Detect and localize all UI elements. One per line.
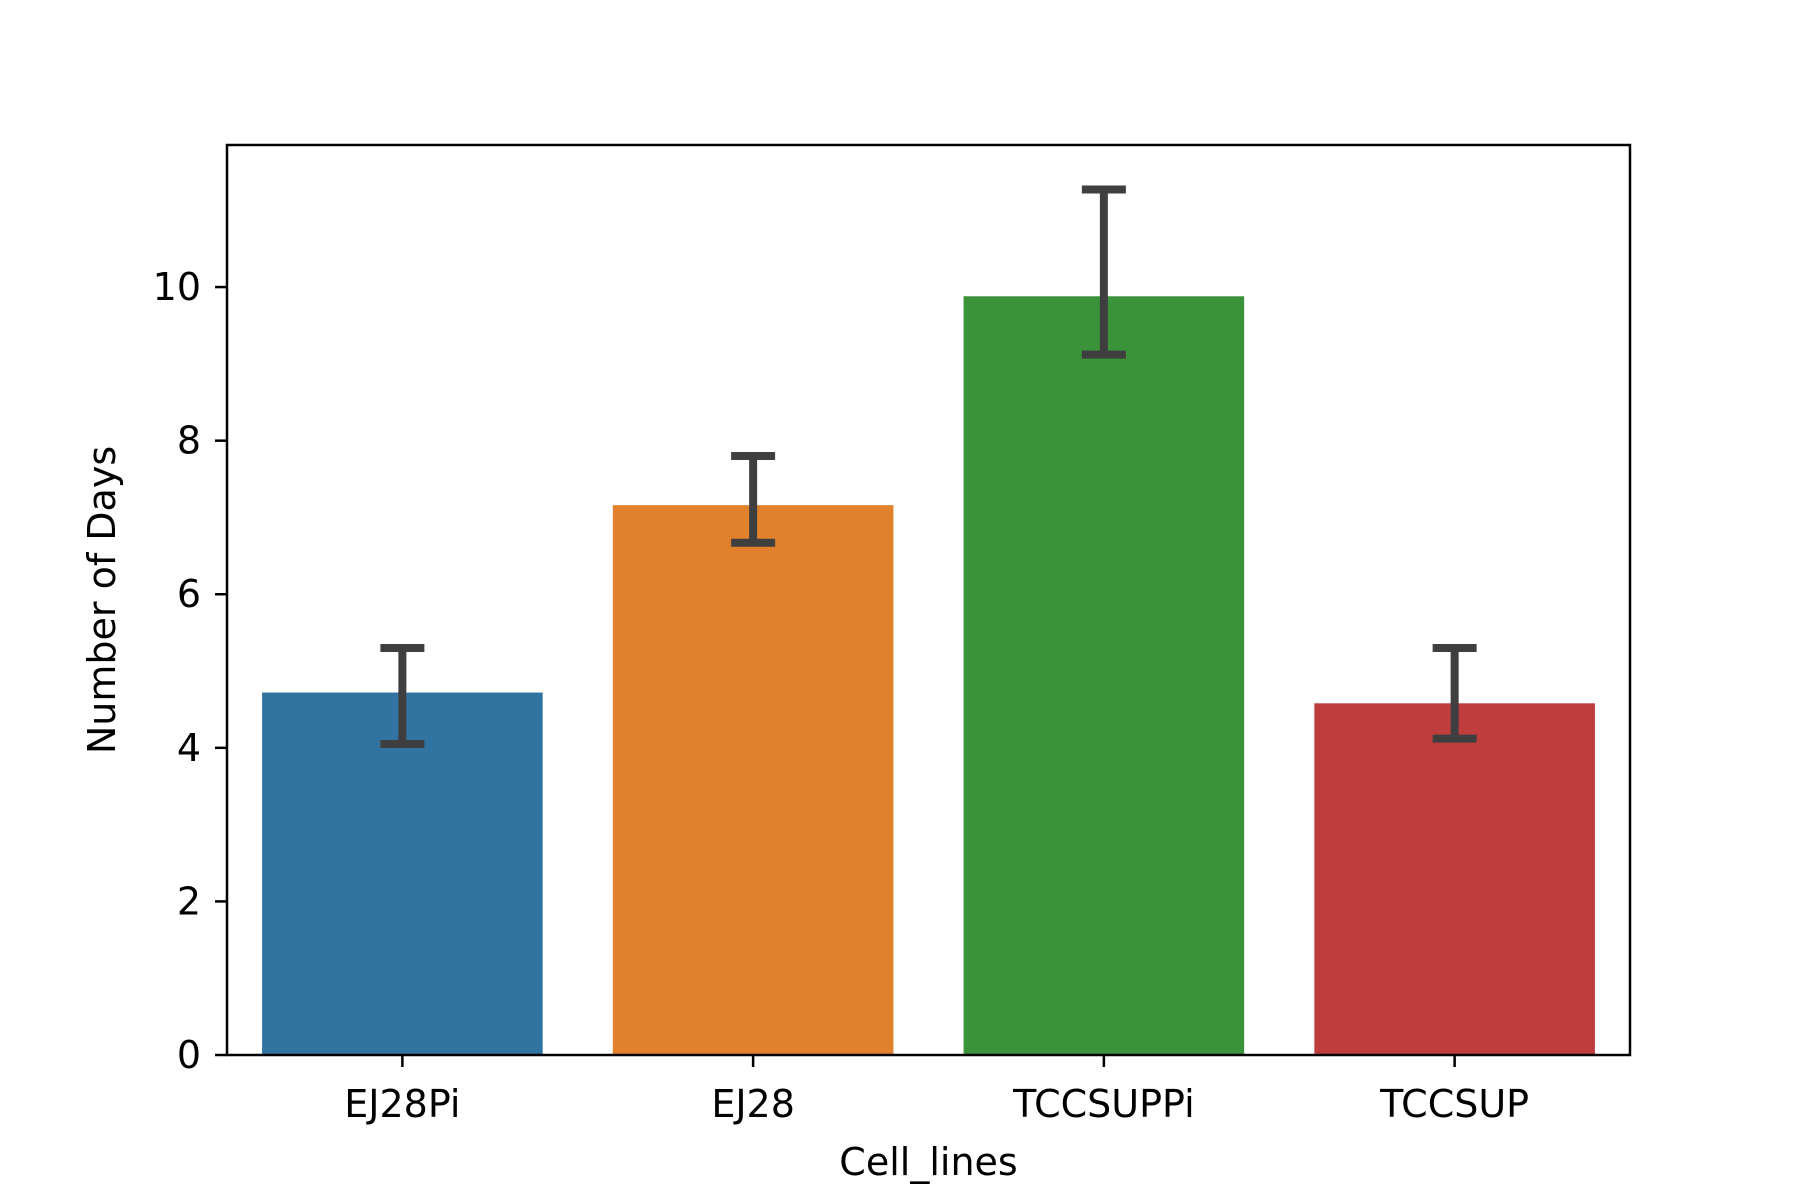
bar-tccsuppi — [963, 296, 1245, 1055]
y-tick-label: 4 — [177, 726, 201, 770]
x-tick-label: EJ28 — [711, 1082, 795, 1126]
x-axis: EJ28Pi EJ28 TCCSUPPi TCCSUP — [344, 1055, 1529, 1126]
bar-ej28 — [612, 505, 894, 1055]
y-axis: 0 2 4 6 8 10 — [153, 265, 227, 1077]
x-tick-label: EJ28Pi — [344, 1082, 460, 1126]
x-tick-label: TCCSUPPi — [1012, 1082, 1195, 1126]
plot-frame — [225, 143, 1632, 1057]
x-tick-label: TCCSUP — [1379, 1082, 1529, 1126]
y-tick-label: 8 — [177, 419, 201, 463]
bar-tccsup — [1314, 703, 1595, 1055]
bars-layer — [262, 296, 1595, 1055]
y-tick-label: 6 — [177, 572, 201, 616]
error-bars-layer — [380, 185, 1477, 748]
y-axis-label: Number of Days — [80, 446, 124, 754]
bar-ej28pi — [262, 692, 543, 1055]
y-tick-label: 0 — [177, 1033, 201, 1077]
y-tick-label: 10 — [153, 265, 201, 309]
error-bar-tccsuppi — [1081, 185, 1126, 359]
y-tick-label: 2 — [177, 879, 201, 923]
error-bar-tccsup — [1432, 643, 1477, 743]
x-axis-label: Cell_lines — [839, 1140, 1017, 1184]
error-bar-ej28pi — [380, 643, 425, 748]
error-bar-ej28 — [731, 452, 776, 547]
